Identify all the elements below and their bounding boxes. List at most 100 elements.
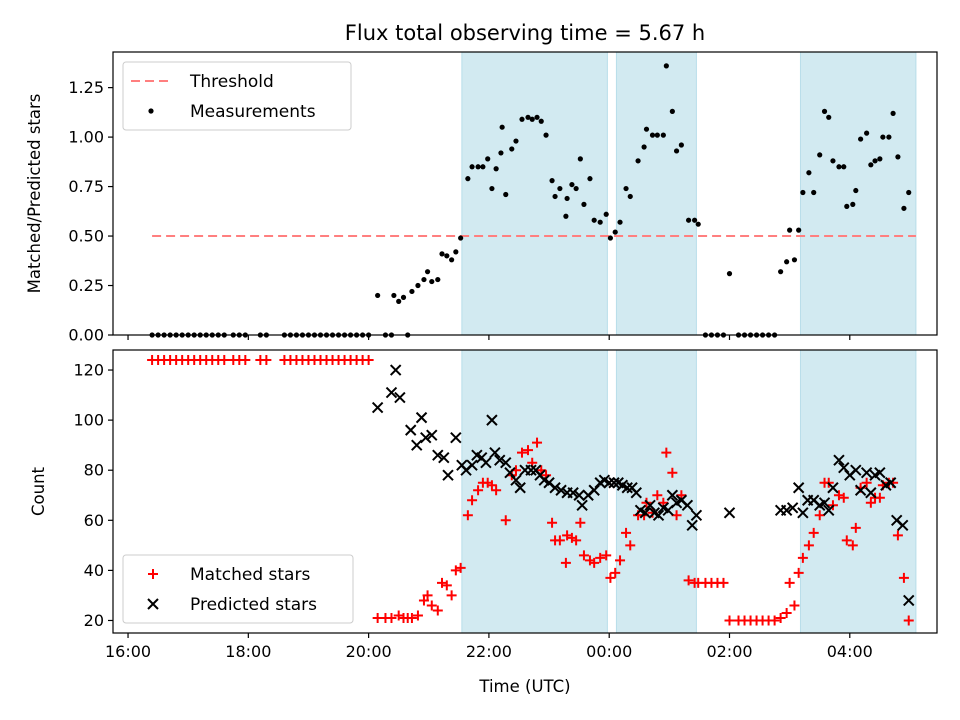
measurement-point: [623, 185, 629, 192]
predicted-star-marker: [438, 451, 450, 464]
bottom-x-tick-label: 18:00: [225, 642, 271, 661]
bottom-x-tick-label: 22:00: [466, 642, 512, 661]
matched-star-marker: [718, 577, 729, 588]
matched-legend-label: Matched stars: [190, 565, 310, 585]
measurement-point: [877, 156, 883, 162]
matched-star-marker: [467, 495, 478, 506]
measurement-point: [498, 150, 504, 156]
matched-star-marker: [769, 615, 780, 626]
matched-star-marker: [814, 510, 825, 521]
matched-star-marker: [661, 447, 672, 458]
top-observing-intervals: [461, 51, 917, 336]
predicted-star-marker: [780, 504, 793, 516]
predicted-star-marker: [854, 484, 867, 496]
matched-star-marker: [462, 510, 473, 521]
measurement-point: [853, 187, 859, 194]
measurement-point: [830, 158, 836, 164]
matched-star-marker: [240, 355, 251, 366]
matched-star-marker: [500, 515, 511, 526]
measurement-point: [692, 217, 698, 223]
predicted-star-marker: [666, 489, 679, 501]
top-y-tick-label: 0.00: [68, 326, 104, 345]
measurement-point: [603, 211, 609, 217]
measurement-point: [465, 176, 471, 182]
top-panel-matched-predicted-ratio: 0.00 0.25 0.50 0.75 1.00 1.25 Flux total obse…: [25, 21, 938, 345]
matched-star-marker: [847, 540, 858, 551]
predicted-star-marker: [573, 489, 585, 501]
measurement-point: [573, 185, 579, 192]
measurement-point: [538, 118, 544, 124]
measurement-point: [534, 114, 540, 120]
measurement-point: [409, 288, 415, 295]
predicted-star-marker: [833, 454, 845, 466]
predicted-star-marker: [504, 467, 516, 479]
predicted-star-marker: [903, 594, 915, 607]
predicted-star-marker: [525, 464, 537, 476]
top-y-tick-label: 0.25: [68, 276, 104, 295]
bottom-x-tick-label: 20:00: [346, 642, 392, 661]
measurement-point: [469, 164, 475, 170]
matched-star-marker: [560, 557, 571, 568]
shaded-interval-1: [461, 51, 608, 336]
measurement-point: [806, 170, 812, 176]
measurement-point: [695, 221, 701, 227]
measurement-point: [612, 229, 618, 235]
measurement-point: [784, 259, 790, 265]
measurement-point: [509, 146, 515, 152]
bottom-y-tick-label: 100: [73, 411, 104, 430]
bottom-y-tick-label: 80: [84, 461, 104, 480]
top-y-tick-label: 1.00: [68, 128, 104, 147]
top-y-tick-label: 0.50: [68, 227, 104, 246]
measurement-point: [886, 134, 892, 140]
measurement-point: [678, 142, 684, 148]
bottom-y-tick-label: 120: [73, 361, 104, 380]
measurement-point: [581, 201, 587, 207]
matched-star-marker: [724, 615, 735, 626]
matched-star-marker: [455, 562, 466, 573]
predicted-star-marker: [827, 482, 839, 494]
matched-star-marker: [406, 612, 417, 623]
matched-star-marker: [605, 572, 616, 583]
top-y-tick-label: 0.75: [68, 177, 104, 196]
bottom-y-tick-label: 40: [84, 561, 104, 580]
matched-star-marker: [671, 510, 682, 521]
measurement-point: [906, 189, 912, 196]
x-axis-label: Time (UTC): [478, 677, 570, 696]
predicted-star-marker: [576, 499, 588, 511]
measurement-point: [890, 110, 896, 116]
measurement-point: [375, 292, 381, 299]
measurement-point: [458, 235, 464, 241]
matched-star-marker: [652, 490, 663, 501]
matched-star-marker: [775, 612, 786, 623]
matched-star-marker: [803, 540, 814, 551]
measurement-point: [424, 269, 431, 275]
measurement-point: [449, 257, 455, 263]
measurement-point: [415, 282, 421, 289]
measurement-point: [552, 193, 558, 200]
predicted-star-marker: [389, 364, 402, 376]
measurement-point: [844, 203, 850, 209]
matched-star-marker: [432, 605, 443, 616]
measurement-point: [663, 63, 669, 69]
matched-star-marker: [523, 445, 534, 456]
matched-star-marker: [516, 447, 527, 458]
predicted-star-marker: [644, 499, 656, 511]
threshold-legend-label: Threshold: [189, 72, 274, 92]
measurement-point: [396, 298, 402, 304]
bottom-y-tick-label: 60: [84, 511, 104, 530]
matched-star-marker: [838, 492, 849, 503]
bottom-y-axis-label: Count: [29, 466, 48, 516]
predicted-star-marker: [603, 477, 615, 489]
matched-star-marker: [554, 535, 565, 546]
measurements-legend-swatch: [148, 108, 154, 114]
predicted-star-marker: [371, 401, 384, 414]
measurement-point: [791, 257, 798, 263]
predicted-star-marker: [555, 484, 567, 496]
predicted-star-marker: [466, 459, 478, 471]
measurement-point: [444, 253, 450, 259]
bottom-x-tick-label: 16:00: [105, 642, 151, 661]
predicted-stars-series: [371, 364, 915, 607]
matched-star-marker: [874, 492, 885, 503]
matched-star-marker: [426, 600, 437, 611]
shaded-interval-2: [615, 51, 697, 336]
